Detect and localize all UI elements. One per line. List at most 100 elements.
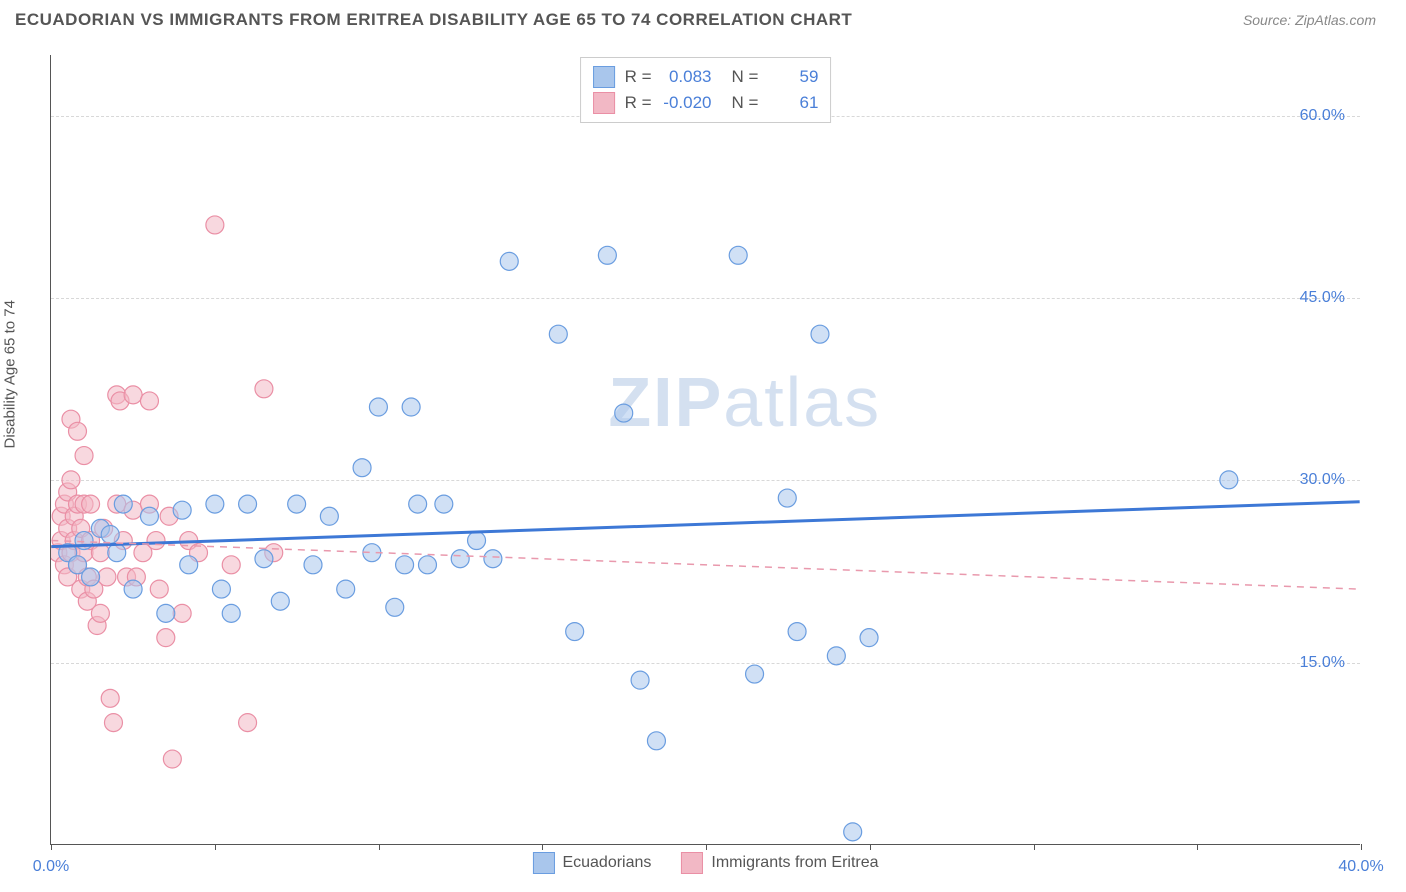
scatter-point	[418, 556, 436, 574]
scatter-point	[468, 532, 486, 550]
x-tick	[1361, 844, 1362, 850]
x-tick	[215, 844, 216, 850]
scatter-point	[147, 532, 165, 550]
scatter-point	[91, 604, 109, 622]
scatter-point	[369, 398, 387, 416]
legend-stats-row: R = 0.083 N = 59	[593, 64, 819, 90]
legend-r-label: R =	[625, 67, 652, 87]
scatter-point	[746, 665, 764, 683]
scatter-point	[255, 380, 273, 398]
chart-source: Source: ZipAtlas.com	[1243, 12, 1376, 28]
scatter-point	[104, 714, 122, 732]
chart-header: ECUADORIAN VS IMMIGRANTS FROM ERITREA DI…	[0, 0, 1406, 35]
scatter-point	[150, 580, 168, 598]
scatter-point	[811, 325, 829, 343]
scatter-point	[173, 604, 191, 622]
scatter-point	[206, 495, 224, 513]
x-tick-label: 0.0%	[33, 858, 69, 876]
scatter-point	[304, 556, 322, 574]
scatter-point	[101, 525, 119, 543]
trend-line	[51, 541, 1359, 590]
scatter-point	[844, 823, 862, 841]
scatter-point	[173, 501, 191, 519]
scatter-point	[140, 392, 158, 410]
scatter-point	[788, 623, 806, 641]
legend-series: EcuadoriansImmigrants from Eritrea	[532, 852, 878, 874]
x-tick	[379, 844, 380, 850]
scatter-point	[212, 580, 230, 598]
legend-swatch	[593, 66, 615, 88]
scatter-plot-svg	[51, 55, 1360, 844]
scatter-point	[124, 580, 142, 598]
scatter-point	[62, 471, 80, 489]
x-tick-label: 40.0%	[1338, 858, 1383, 876]
scatter-point	[222, 556, 240, 574]
scatter-point	[631, 671, 649, 689]
x-tick	[542, 844, 543, 850]
scatter-point	[108, 544, 126, 562]
chart-plot-area: ZIPatlas 15.0%30.0%45.0%60.0% 0.0%40.0% …	[50, 55, 1360, 845]
scatter-point	[98, 568, 116, 586]
scatter-point	[255, 550, 273, 568]
scatter-point	[402, 398, 420, 416]
scatter-point	[860, 629, 878, 647]
scatter-point	[239, 495, 257, 513]
scatter-point	[1220, 471, 1238, 489]
scatter-point	[75, 447, 93, 465]
legend-n-label: N =	[732, 93, 759, 113]
legend-swatch	[593, 92, 615, 114]
scatter-point	[157, 604, 175, 622]
legend-swatch	[532, 852, 554, 874]
x-tick	[870, 844, 871, 850]
scatter-point	[163, 750, 181, 768]
scatter-point	[288, 495, 306, 513]
scatter-point	[82, 495, 100, 513]
x-tick	[1197, 844, 1198, 850]
scatter-point	[239, 714, 257, 732]
scatter-point	[451, 550, 469, 568]
scatter-point	[124, 386, 142, 404]
scatter-point	[484, 550, 502, 568]
legend-r-value: 0.083	[662, 67, 712, 87]
scatter-point	[549, 325, 567, 343]
scatter-point	[827, 647, 845, 665]
x-tick	[1034, 844, 1035, 850]
legend-n-value: 61	[768, 93, 818, 113]
scatter-point	[320, 507, 338, 525]
scatter-point	[222, 604, 240, 622]
scatter-point	[409, 495, 427, 513]
scatter-point	[566, 623, 584, 641]
legend-r-value: -0.020	[662, 93, 712, 113]
legend-n-value: 59	[768, 67, 818, 87]
scatter-point	[69, 422, 87, 440]
chart-title: ECUADORIAN VS IMMIGRANTS FROM ERITREA DI…	[15, 10, 852, 30]
scatter-point	[386, 598, 404, 616]
legend-n-label: N =	[732, 67, 759, 87]
scatter-point	[271, 592, 289, 610]
legend-series-item: Immigrants from Eritrea	[681, 852, 878, 874]
x-tick	[706, 844, 707, 850]
legend-stats: R = 0.083 N = 59 R = -0.020 N = 61	[580, 57, 832, 123]
scatter-point	[615, 404, 633, 422]
scatter-point	[206, 216, 224, 234]
scatter-point	[114, 495, 132, 513]
legend-r-label: R =	[625, 93, 652, 113]
scatter-point	[778, 489, 796, 507]
legend-stats-row: R = -0.020 N = 61	[593, 90, 819, 116]
scatter-point	[337, 580, 355, 598]
scatter-point	[647, 732, 665, 750]
y-axis-label: Disability Age 65 to 74	[2, 300, 19, 448]
scatter-point	[396, 556, 414, 574]
scatter-point	[180, 556, 198, 574]
scatter-point	[140, 507, 158, 525]
legend-swatch	[681, 852, 703, 874]
legend-series-label: Immigrants from Eritrea	[711, 854, 878, 872]
scatter-point	[598, 246, 616, 264]
scatter-point	[101, 689, 119, 707]
x-tick	[51, 844, 52, 850]
scatter-point	[353, 459, 371, 477]
scatter-point	[729, 246, 747, 264]
scatter-point	[435, 495, 453, 513]
scatter-point	[157, 629, 175, 647]
scatter-point	[500, 252, 518, 270]
